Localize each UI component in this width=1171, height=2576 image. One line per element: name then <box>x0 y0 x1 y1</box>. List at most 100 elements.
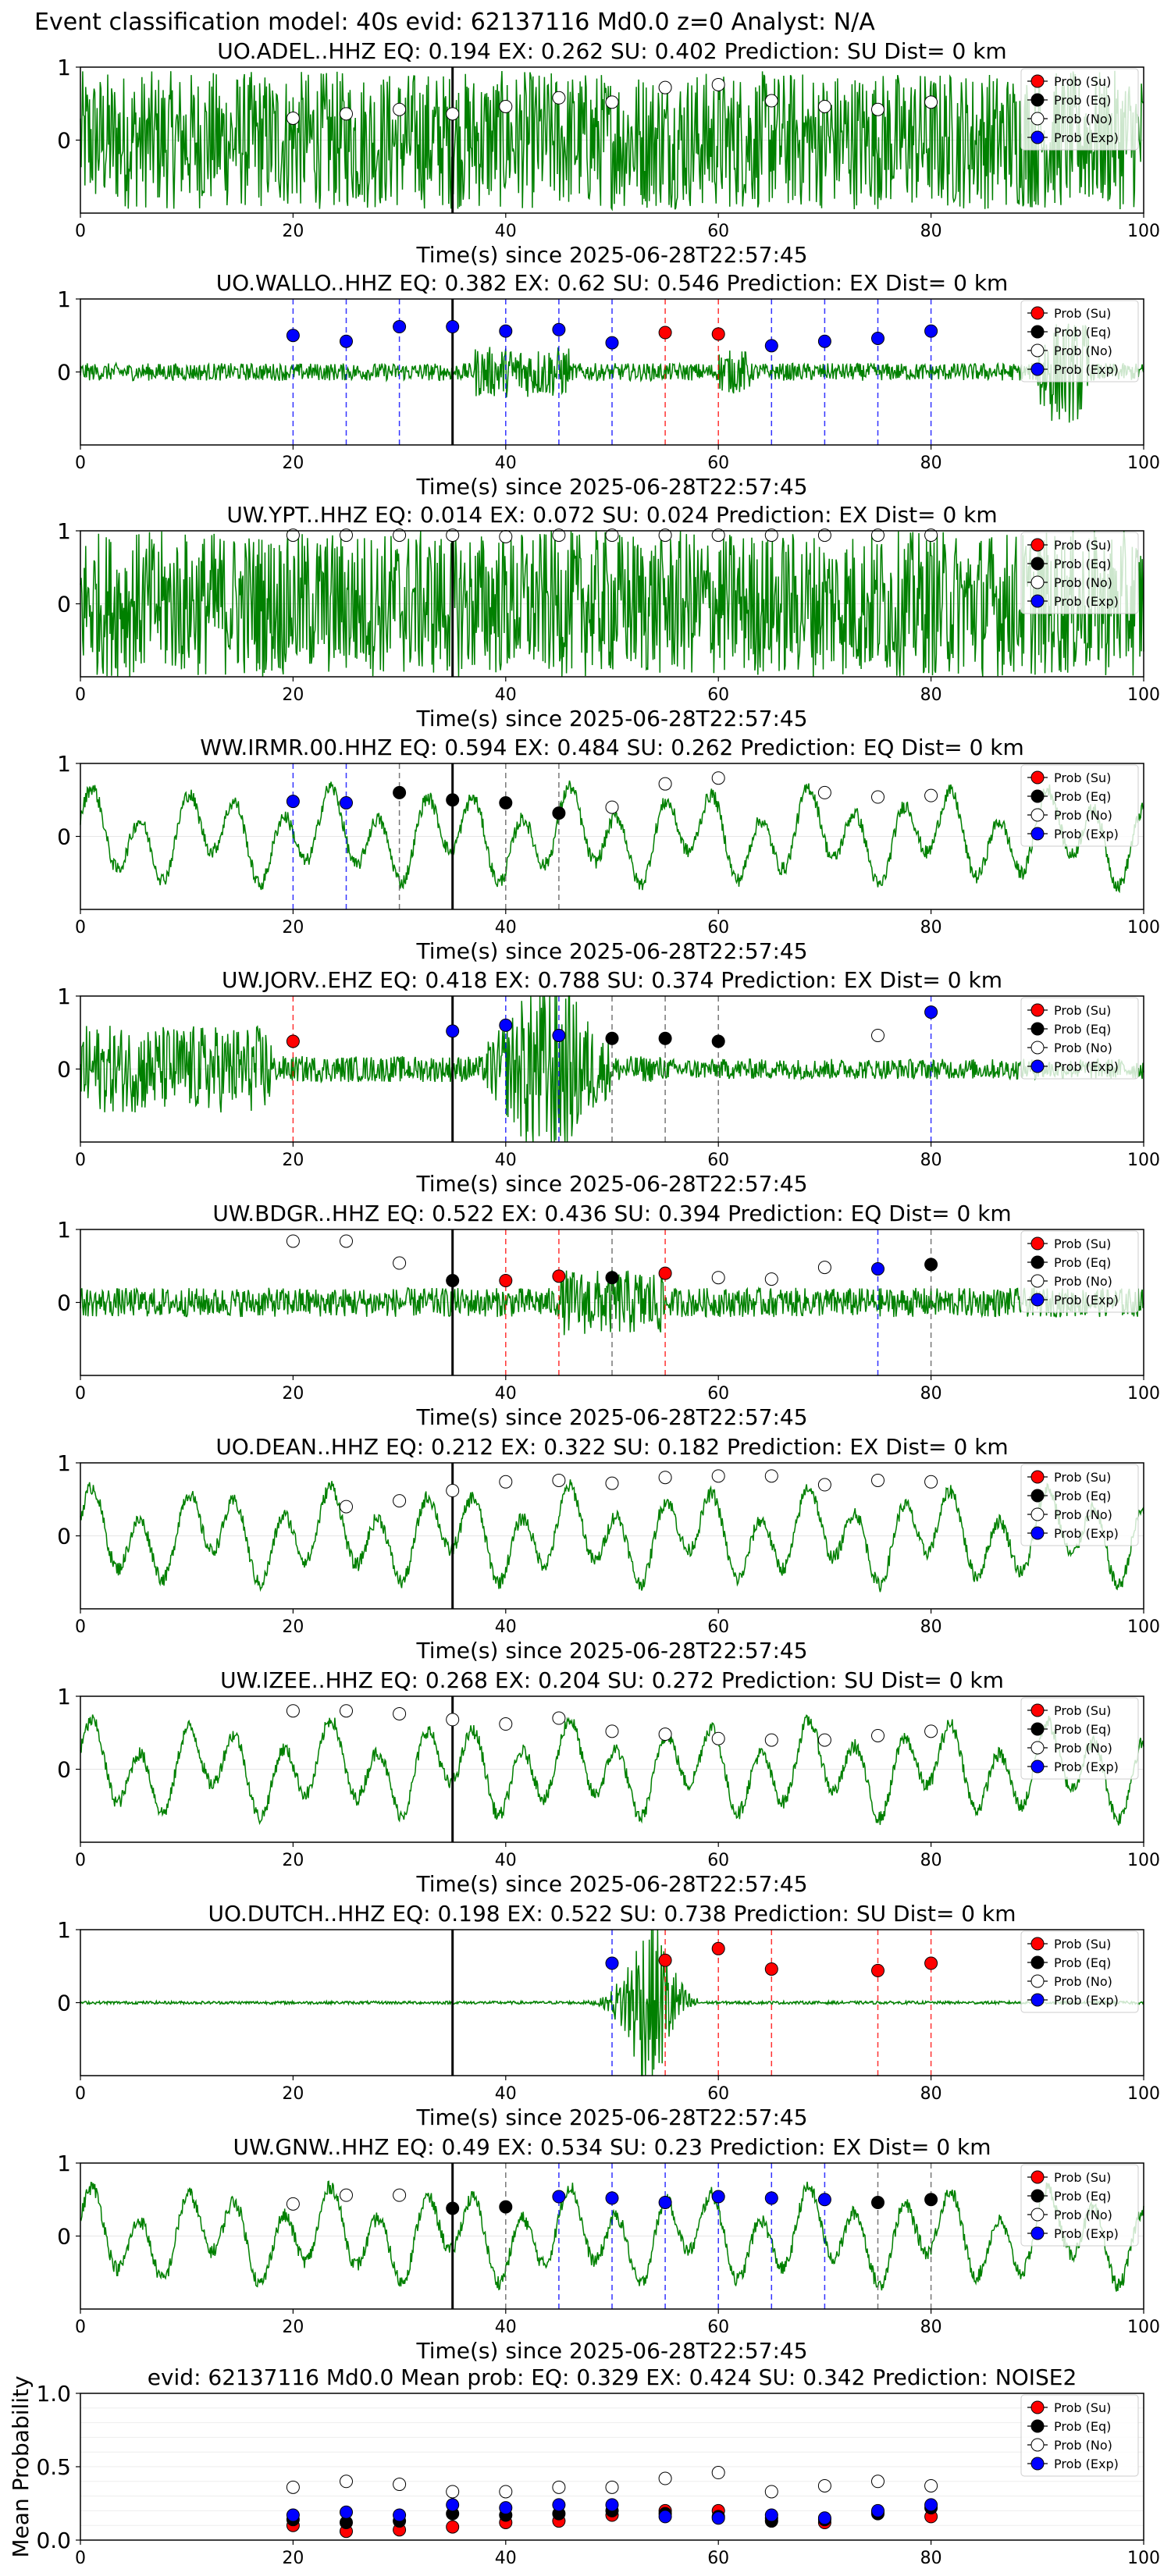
legend-label-no: Prob (No) <box>1054 1974 1112 1989</box>
legend-box <box>1020 532 1139 614</box>
prob-point-no <box>552 1473 566 1487</box>
legend-box <box>1020 1930 1139 2013</box>
prob-point-no <box>286 1234 300 1248</box>
legend-marker-exp <box>1030 594 1045 608</box>
waveform-trace <box>80 70 1144 212</box>
panel-title: UO.DEAN..HHZ EQ: 0.212 EX: 0.322 SU: 0.1… <box>215 1434 1008 1460</box>
legend-marker-su <box>1030 1470 1045 1484</box>
x-tick-label: 40 <box>495 2084 517 2104</box>
y-tick-label: 1.0 <box>36 2381 71 2407</box>
legend-label-su: Prob (Su) <box>1054 74 1111 89</box>
y-tick-label: 0 <box>57 1057 71 1083</box>
legend-marker-no <box>1030 1041 1045 1055</box>
station-panel-UW.BDGR..HHZ: UW.BDGR..HHZ EQ: 0.522 EX: 0.436 SU: 0.3… <box>57 1201 1160 1430</box>
mean-point-exp <box>605 2498 619 2512</box>
y-tick-label: 0 <box>57 592 71 617</box>
x-tick-label: 60 <box>707 1617 729 1637</box>
legend-label-eq: Prob (Eq) <box>1054 325 1111 340</box>
legend-label-su: Prob (Su) <box>1054 1703 1111 1718</box>
x-tick-label: 20 <box>282 454 304 473</box>
panel-title: UO.DUTCH..HHZ EQ: 0.198 EX: 0.522 SU: 0.… <box>208 1901 1016 1927</box>
x-tick-label: 100 <box>1127 918 1160 938</box>
prob-point-no <box>393 2188 407 2202</box>
prob-point-no <box>340 528 353 543</box>
prob-point-no <box>446 107 460 121</box>
x-tick-label: 40 <box>495 1151 517 1170</box>
y-tick-label: 0 <box>57 1290 71 1316</box>
x-tick-label: 0 <box>75 1151 86 1170</box>
legend-marker-eq <box>1030 557 1045 571</box>
prob-point-su <box>924 1956 938 1970</box>
x-tick-label: 40 <box>495 1851 517 1870</box>
legend-box <box>1020 1464 1139 1546</box>
legend-label-exp: Prob (Exp) <box>1054 594 1119 609</box>
mean-point-no <box>286 2480 300 2494</box>
legend-label-su: Prob (Su) <box>1054 306 1111 321</box>
legend-marker-su <box>1030 538 1045 552</box>
prob-point-exp <box>924 324 938 338</box>
legend-label-no: Prob (No) <box>1054 112 1112 126</box>
prob-point-no <box>764 1272 778 1286</box>
legend-marker-no <box>1030 112 1045 126</box>
prob-point-exp <box>446 1024 460 1038</box>
waveform-trace <box>80 1479 1144 1592</box>
prob-point-exp <box>340 334 353 348</box>
y-tick-label: 0 <box>57 128 71 154</box>
prob-point-exp <box>764 2191 778 2205</box>
x-tick-label: 60 <box>707 454 729 473</box>
x-tick-label: 80 <box>920 685 942 705</box>
legend-label-su: Prob (Su) <box>1054 1937 1111 1952</box>
mean-point-no <box>552 2480 566 2494</box>
prob-point-su <box>658 1953 672 1967</box>
mean-point-no <box>446 2485 460 2499</box>
y-tick-label: 0.5 <box>36 2454 71 2480</box>
x-tick-label: 0 <box>75 1617 86 1637</box>
station-panel-UW.IZEE..HHZ: UW.IZEE..HHZ EQ: 0.268 EX: 0.204 SU: 0.2… <box>57 1667 1160 1897</box>
mean-point-no <box>393 2478 407 2492</box>
mean-point-no <box>817 2478 831 2492</box>
prob-point-no <box>764 94 778 108</box>
prob-point-eq <box>446 2201 460 2215</box>
prob-point-no <box>871 790 884 804</box>
prob-point-eq <box>446 793 460 807</box>
legend-label-eq: Prob (Eq) <box>1054 557 1111 571</box>
prob-point-su <box>499 1273 513 1287</box>
prob-point-no <box>817 1261 831 1275</box>
station-panel-UO.DEAN..HHZ: UO.DEAN..HHZ EQ: 0.212 EX: 0.322 SU: 0.1… <box>57 1434 1160 1663</box>
mean-point-no <box>871 2475 884 2489</box>
figure-title: Event classification model: 40s evid: 62… <box>34 9 875 36</box>
legend-marker-su <box>1030 2400 1045 2414</box>
prob-point-eq <box>924 2193 938 2207</box>
prob-point-no <box>711 771 725 785</box>
legend-box <box>1020 997 1139 1080</box>
legend-label-su: Prob (Su) <box>1054 1236 1111 1251</box>
panel-title: UW.GNW..HHZ EQ: 0.49 EX: 0.534 SU: 0.23 … <box>233 2134 991 2160</box>
x-tick-label: 60 <box>707 222 729 241</box>
legend-box <box>1020 764 1139 847</box>
prob-point-no <box>605 528 619 543</box>
x-tick-label: 40 <box>495 2318 517 2337</box>
prob-point-no <box>658 80 672 94</box>
legend-marker-no <box>1030 1274 1045 1288</box>
prob-point-no <box>817 1733 831 1747</box>
panel-title: UO.WALLO..HHZ EQ: 0.382 EX: 0.62 SU: 0.5… <box>216 270 1009 296</box>
legend-label-eq: Prob (Eq) <box>1054 2419 1111 2434</box>
legend-marker-no <box>1030 575 1045 589</box>
prob-point-eq <box>605 1271 619 1285</box>
y-tick-label: 0 <box>57 1524 71 1550</box>
prob-point-eq <box>924 1258 938 1272</box>
legend-marker-su <box>1030 306 1045 320</box>
prob-point-exp <box>340 795 353 809</box>
station-panel-UO.DUTCH..HHZ: UO.DUTCH..HHZ EQ: 0.198 EX: 0.522 SU: 0.… <box>57 1901 1160 2130</box>
legend-label-eq: Prob (Eq) <box>1054 1955 1111 1970</box>
legend-marker-exp <box>1030 1526 1045 1540</box>
prob-point-exp <box>286 795 300 809</box>
legend-marker-no <box>1030 343 1045 358</box>
prob-point-no <box>499 1475 513 1489</box>
prob-point-no <box>393 102 407 116</box>
legend-marker-eq <box>1030 1022 1045 1036</box>
legend-box <box>1020 68 1139 151</box>
x-tick-label: 100 <box>1127 1617 1160 1637</box>
legend-label-exp: Prob (Exp) <box>1054 1759 1119 1774</box>
mean-point-exp <box>499 2501 513 2515</box>
